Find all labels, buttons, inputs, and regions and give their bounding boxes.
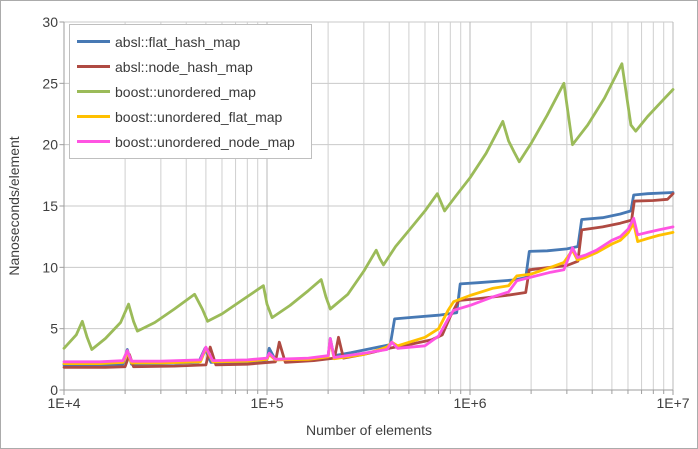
- legend-swatch-0: [77, 39, 110, 44]
- x-axis-title: Number of elements: [305, 422, 433, 438]
- y-tick-label: 20: [42, 137, 58, 153]
- legend-label: boost::unordered_node_map: [115, 133, 295, 150]
- legend-item: boost::unordered_flat_map: [77, 109, 307, 125]
- series-line-absl-flat-hash-map: [62, 191, 675, 367]
- y-tick-label: 25: [42, 75, 58, 91]
- legend-swatch-1: [77, 64, 110, 69]
- series-line-boost-unordered-flat-map: [62, 221, 675, 366]
- x-tick-label: 1E+6: [453, 395, 486, 411]
- legend-label: boost::unordered_map: [115, 83, 256, 100]
- legend-item: boost::unordered_map: [77, 84, 307, 100]
- x-tick-label: 1E+5: [250, 395, 283, 411]
- legend-item: boost::unordered_node_map: [77, 134, 307, 150]
- x-tick-label: 1E+4: [47, 395, 80, 411]
- y-tick-label: 0: [50, 382, 58, 398]
- legend-swatch-3: [77, 114, 110, 119]
- legend-label: absl::flat_hash_map: [115, 33, 241, 50]
- series-line-boost-unordered-node-map: [62, 216, 675, 364]
- y-axis-title: Nanoseconds/element: [6, 136, 22, 276]
- legend-item: absl::node_hash_map: [77, 59, 307, 75]
- y-tick-label: 10: [42, 259, 58, 275]
- legend-label: boost::unordered_flat_map: [115, 108, 283, 125]
- x-tick-label: 1E+7: [656, 395, 689, 411]
- legend-label: absl::node_hash_map: [115, 58, 253, 75]
- legend-swatch-4: [77, 139, 110, 144]
- y-tick-label: 5: [50, 321, 58, 337]
- y-tick-label: 30: [42, 14, 58, 30]
- series-line-absl-node-hash-map: [62, 192, 675, 369]
- legend: absl::flat_hash_map absl::node_hash_map …: [69, 24, 312, 159]
- series-line-boost-unordered-map: [62, 62, 675, 351]
- legend-item: absl::flat_hash_map: [77, 34, 307, 50]
- legend-swatch-2: [77, 89, 110, 94]
- y-tick-label: 15: [42, 198, 58, 214]
